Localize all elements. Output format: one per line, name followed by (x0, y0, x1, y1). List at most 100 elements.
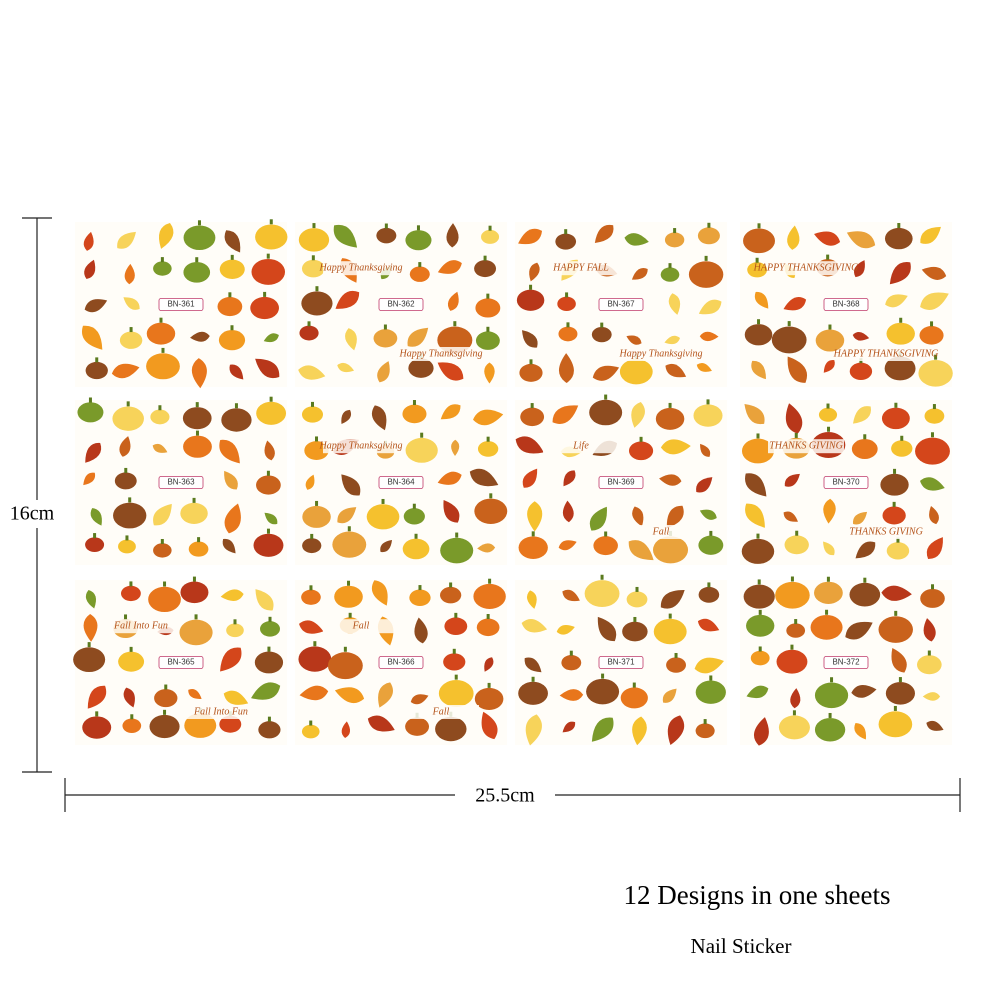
leaf (562, 500, 574, 523)
pumpkin (476, 618, 500, 637)
leaf (224, 503, 241, 534)
leaf (123, 297, 140, 310)
leaf (345, 328, 357, 351)
leaf (852, 332, 870, 341)
pumpkin (251, 258, 286, 285)
pumpkin (146, 353, 180, 380)
leaf (191, 358, 207, 389)
stem (488, 225, 492, 231)
stem (87, 642, 91, 648)
stem (894, 610, 898, 616)
pumpkin (256, 401, 287, 425)
caption-title: 12 Designs in one sheets (624, 880, 891, 910)
leaf (525, 714, 542, 746)
stem (531, 676, 535, 682)
pumpkin (626, 591, 648, 608)
leaf (518, 228, 543, 245)
stem (828, 712, 832, 718)
stem (129, 581, 133, 587)
sticker-sheet: BN-362 Happy Thanksgiving Happy Thanksgivi… (295, 222, 507, 387)
leaf (922, 692, 941, 701)
code-box (378, 298, 424, 311)
stem (826, 254, 830, 260)
leaf (526, 590, 537, 609)
pumpkin (660, 267, 680, 282)
sheet-text: Happy Thanksgiving (618, 348, 702, 359)
stem (707, 582, 711, 588)
stem (930, 321, 934, 327)
pumpkin (403, 508, 425, 525)
stem (230, 325, 234, 331)
pumpkin (332, 531, 367, 558)
stem (452, 648, 456, 654)
leaf (746, 685, 769, 699)
stem (383, 324, 387, 330)
pumpkin (776, 649, 808, 674)
stem (268, 616, 272, 622)
leaf (753, 717, 769, 746)
pumpkin (254, 651, 284, 674)
sheet-text: THANKS GIVING (769, 440, 843, 451)
leaf (668, 293, 681, 315)
pumpkin (474, 260, 497, 278)
leaf (697, 618, 720, 632)
leaf (559, 689, 584, 701)
pumpkin (146, 322, 176, 345)
code-box (823, 656, 869, 669)
pumpkin (878, 616, 913, 643)
leaf (558, 353, 574, 383)
pumpkin (693, 404, 723, 427)
pumpkin (695, 680, 726, 704)
leaf (665, 363, 687, 378)
text-bg (103, 619, 179, 634)
pumpkin (444, 617, 468, 636)
stem (668, 402, 672, 408)
stem (893, 468, 897, 474)
sheet-code: BN-367 (607, 300, 635, 309)
stem (673, 228, 677, 234)
stem (418, 585, 422, 591)
pumpkin (443, 653, 466, 671)
leaf (229, 364, 244, 380)
sticker-sheet: BN-368 HAPPY THANKSGIVING HAPPY THANKSGIVI… (740, 222, 953, 387)
leaf (440, 404, 461, 420)
leaf (220, 589, 244, 601)
pumpkin (591, 326, 612, 343)
code-box (598, 656, 644, 669)
stem (420, 432, 424, 438)
pumpkin (113, 502, 147, 529)
pumpkin (555, 233, 577, 250)
pumpkin (520, 407, 545, 427)
leaf (783, 297, 807, 311)
sheet-code: BN-369 (607, 478, 635, 487)
stem (530, 403, 534, 409)
pumpkin (73, 647, 106, 673)
stem (600, 322, 604, 328)
pumpkin (256, 475, 281, 495)
pumpkin (886, 542, 910, 560)
leaf (823, 360, 835, 373)
leaf (699, 331, 719, 342)
leaf (119, 436, 131, 457)
pumpkin (586, 678, 620, 705)
text-bg (543, 439, 619, 454)
pumpkin (628, 441, 654, 461)
stem (310, 401, 314, 407)
stem (565, 292, 569, 298)
leaf (515, 436, 544, 454)
pumpkin (878, 711, 913, 738)
leaf (891, 647, 907, 673)
leaf (522, 330, 538, 348)
stem (635, 586, 639, 592)
code-box (598, 476, 644, 489)
sticker-sheet: BN-367 HAPPY FALL Happy Thanksgiving (515, 222, 727, 387)
code-box (823, 476, 869, 489)
stem (267, 716, 271, 722)
leaf (341, 474, 361, 496)
pumpkin (593, 536, 618, 556)
leaf (341, 409, 352, 425)
pumpkin (180, 581, 209, 604)
leaf (929, 505, 939, 525)
pumpkin (438, 680, 474, 707)
leaf (694, 657, 724, 674)
